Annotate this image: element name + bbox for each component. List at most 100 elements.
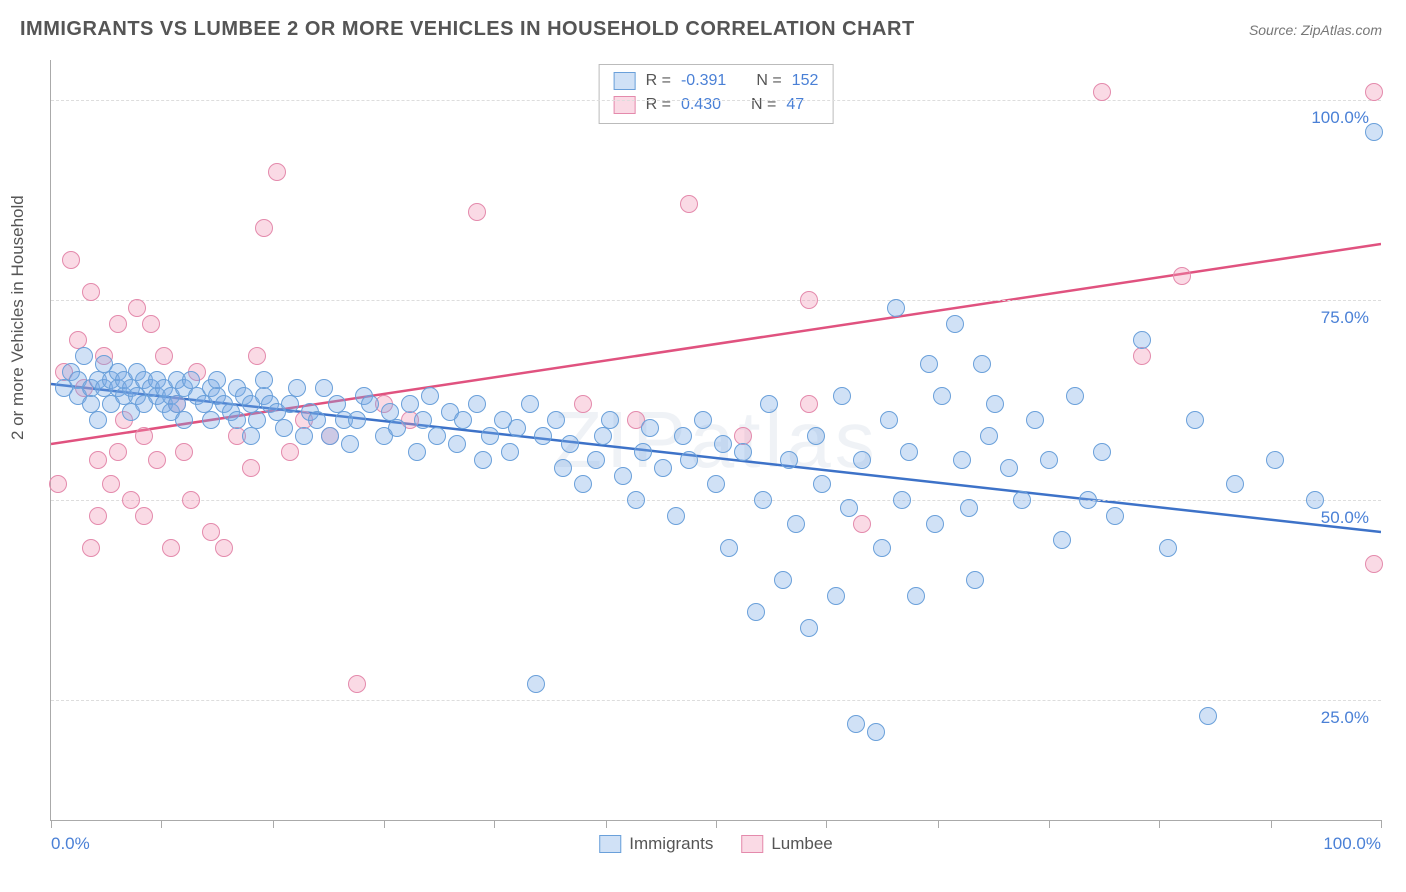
swatch-lumbee [614,96,636,114]
immigrants-point [89,411,107,429]
immigrants-point [321,427,339,445]
n-value-lumbee: 47 [786,93,804,117]
r-value-lumbee: 0.430 [681,93,721,117]
immigrants-point [847,715,865,733]
immigrants-point [175,411,193,429]
immigrants-point [534,427,552,445]
lumbee-point [155,347,173,365]
x-tick [494,820,495,828]
lumbee-point [109,443,127,461]
immigrants-point [1053,531,1071,549]
x-tick [826,820,827,828]
immigrants-point [800,619,818,637]
immigrants-point [1365,123,1383,141]
bottom-legend: Immigrants Lumbee [599,834,833,854]
immigrants-point [1159,539,1177,557]
immigrants-point [774,571,792,589]
immigrants-point [1093,443,1111,461]
x-tick [606,820,607,828]
x-tick [384,820,385,828]
immigrants-point [900,443,918,461]
y-tick-label: 25.0% [1321,708,1369,728]
immigrants-point [468,395,486,413]
immigrants-point [281,395,299,413]
immigrants-point [295,427,313,445]
x-tick [51,820,52,828]
r-value-immigrants: -0.391 [681,69,726,93]
source-name: ZipAtlas.com [1301,22,1382,38]
n-label: N = [751,93,776,117]
immigrants-point [680,451,698,469]
lumbee-point [182,491,200,509]
immigrants-point [401,395,419,413]
plot-area: ZIPatlas R = -0.391 N = 152 R = 0.430 N … [50,60,1381,821]
lumbee-point [1365,555,1383,573]
immigrants-point [1066,387,1084,405]
x-min-label: 0.0% [51,834,90,854]
source-prefix: Source: [1249,22,1301,38]
immigrants-point [587,451,605,469]
lumbee-point [281,443,299,461]
immigrants-point [1106,507,1124,525]
gridline-h [51,100,1381,101]
immigrants-point [1226,475,1244,493]
lumbee-point [1133,347,1151,365]
immigrants-point [654,459,672,477]
y-tick-label: 50.0% [1321,508,1369,528]
immigrants-point [714,435,732,453]
immigrants-point [527,675,545,693]
immigrants-point [275,419,293,437]
immigrants-point [75,347,93,365]
lumbee-point [248,347,266,365]
immigrants-point [255,371,273,389]
immigrants-point [594,427,612,445]
immigrants-point [807,427,825,445]
lumbee-point [853,515,871,533]
stats-legend-box: R = -0.391 N = 152 R = 0.430 N = 47 [599,64,834,124]
immigrants-point [508,419,526,437]
gridline-h [51,500,1381,501]
immigrants-point [448,435,466,453]
n-label: N = [756,69,781,93]
immigrants-point [853,451,871,469]
lumbee-point [215,539,233,557]
immigrants-point [734,443,752,461]
immigrants-point [946,315,964,333]
immigrants-point [674,427,692,445]
y-tick-label: 100.0% [1311,108,1369,128]
lumbee-point [800,291,818,309]
lumbee-point [82,539,100,557]
immigrants-point [880,411,898,429]
immigrants-point [1079,491,1097,509]
immigrants-point [780,451,798,469]
x-tick [1381,820,1382,828]
immigrants-point [720,539,738,557]
lumbee-point [468,203,486,221]
immigrants-point [873,539,891,557]
legend-label-immigrants: Immigrants [629,834,713,854]
immigrants-point [707,475,725,493]
immigrants-point [1000,459,1018,477]
lumbee-point [680,195,698,213]
immigrants-point [481,427,499,445]
immigrants-point [421,387,439,405]
immigrants-point [474,451,492,469]
swatch-lumbee-icon [741,835,763,853]
immigrants-point [361,395,379,413]
lumbee-point [128,299,146,317]
immigrants-point [547,411,565,429]
y-tick-label: 75.0% [1321,308,1369,328]
immigrants-point [454,411,472,429]
immigrants-point [1199,707,1217,725]
lumbee-point [1093,83,1111,101]
immigrants-point [973,355,991,373]
swatch-immigrants-icon [599,835,621,853]
lumbee-point [348,675,366,693]
immigrants-point [315,379,333,397]
swatch-immigrants [614,72,636,90]
lumbee-point [135,427,153,445]
r-label: R = [646,69,671,93]
n-value-immigrants: 152 [792,69,819,93]
immigrants-point [501,443,519,461]
stats-row-immigrants: R = -0.391 N = 152 [614,69,819,93]
